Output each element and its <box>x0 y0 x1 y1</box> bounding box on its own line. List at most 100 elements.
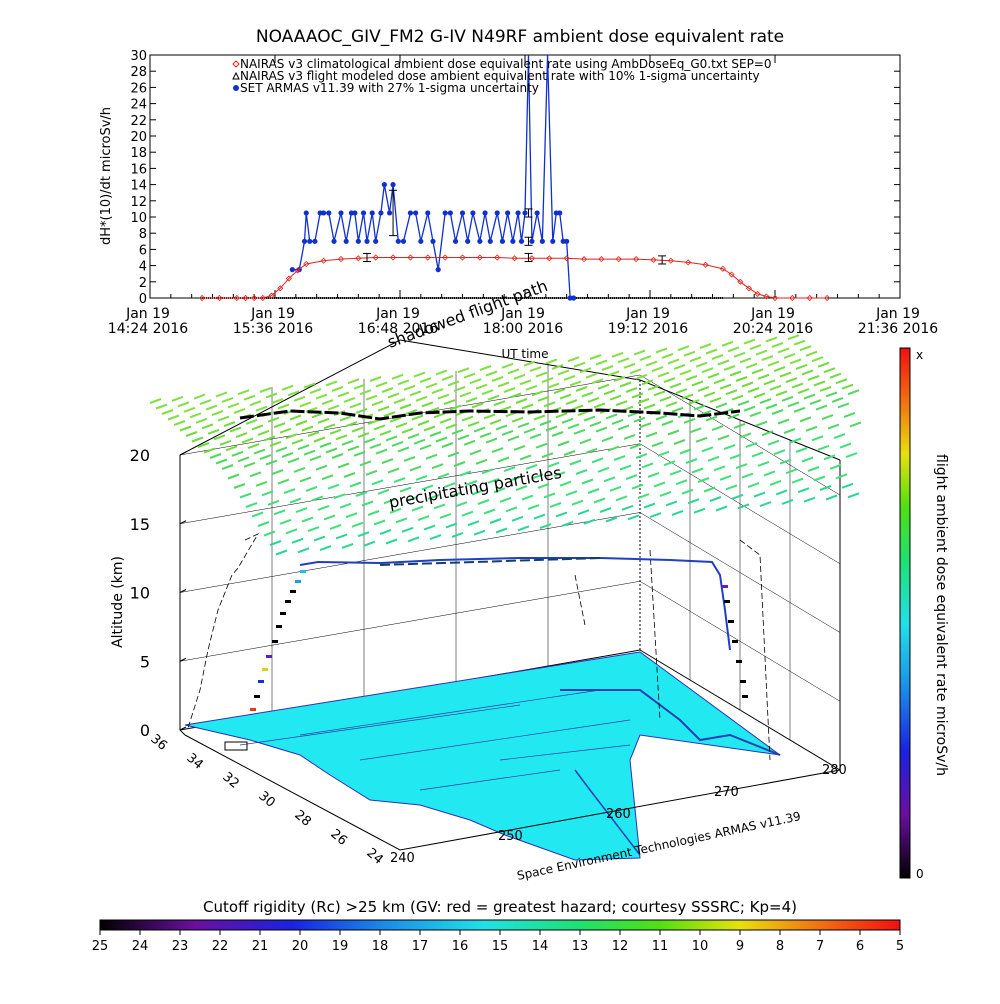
particle-arrow <box>809 399 822 406</box>
particle-arrow <box>615 400 628 407</box>
particle-arrow <box>259 387 272 393</box>
particle-arrow <box>263 435 276 442</box>
series-nairas-clim-point <box>806 294 813 302</box>
particle-arrow <box>717 434 730 441</box>
particle-arrow <box>419 377 432 384</box>
particle-arrow <box>709 396 722 403</box>
particle-arrow <box>805 425 818 432</box>
particle-arrow <box>747 482 760 489</box>
particle-arrow <box>345 512 358 519</box>
particle-arrow <box>297 547 310 554</box>
particle-arrow <box>565 399 578 406</box>
particle-arrow <box>611 418 624 425</box>
particle-arrow <box>669 469 682 476</box>
particle-arrow <box>389 416 402 423</box>
series-armas-point <box>418 238 424 244</box>
y-tick-label: 22 <box>130 114 147 129</box>
series-armas-point <box>564 238 570 244</box>
particle-arrow <box>339 502 352 509</box>
rigidity-tick-label: 12 <box>612 939 629 954</box>
particle-arrow <box>313 436 326 443</box>
particle-arrow <box>415 474 428 481</box>
particle-arrow <box>183 406 196 413</box>
particle-arrow <box>349 481 362 488</box>
particle-arrow <box>513 373 526 380</box>
particle-arrow <box>463 372 476 379</box>
particle-arrow <box>545 425 558 432</box>
particle-arrow <box>329 523 342 530</box>
particle-arrow <box>823 454 836 461</box>
particle-arrow <box>541 377 554 384</box>
particle-arrow <box>671 406 684 413</box>
particle-arrow <box>605 413 618 420</box>
y-tick-label: 20 <box>130 130 147 145</box>
particle-arrow <box>631 392 644 399</box>
particle-arrow <box>829 372 842 379</box>
particle-arrow <box>171 395 184 402</box>
particle-arrow <box>375 381 388 388</box>
particle-arrow <box>225 445 238 452</box>
particle-arrow <box>817 361 830 368</box>
particle-arrow <box>637 398 650 404</box>
particle-arrow <box>381 387 394 393</box>
particle-arrow <box>189 412 202 419</box>
series-armas-point <box>529 238 535 244</box>
particle-arrow <box>279 518 292 525</box>
particle-arrow <box>317 504 330 511</box>
particle-arrow <box>845 452 858 459</box>
particle-arrow <box>583 415 596 422</box>
particle-arrow <box>555 412 568 419</box>
particle-arrow <box>523 360 536 367</box>
series-armas-point <box>470 210 476 216</box>
particle-arrow <box>587 488 600 494</box>
series-nairas-clim-point <box>442 254 449 261</box>
series-nairas-clim-point <box>598 256 605 263</box>
particle-arrow <box>741 381 754 388</box>
particle-arrow <box>349 402 362 409</box>
particle-arrow <box>745 362 758 369</box>
particle-arrow <box>733 351 746 358</box>
particle-arrow <box>697 385 710 392</box>
particle-arrow <box>691 380 704 387</box>
particle-arrow <box>547 382 560 389</box>
particle-arrow <box>643 502 656 509</box>
particle-arrow <box>413 371 426 378</box>
particle-arrow <box>277 478 290 485</box>
particle-arrow <box>615 495 628 502</box>
particle-arrow <box>263 530 276 537</box>
particle-arrow <box>757 373 770 380</box>
particle-arrow <box>655 414 668 421</box>
particle-arrow <box>753 491 766 498</box>
particle-arrow <box>289 497 302 504</box>
particle-arrow <box>697 477 710 483</box>
particle-arrow <box>195 417 208 424</box>
particle-arrow <box>797 487 810 494</box>
series-armas-point <box>477 238 483 244</box>
particle-arrow <box>613 455 626 462</box>
legend-marker <box>232 60 240 68</box>
particle-arrow <box>785 377 798 384</box>
particle-arrow <box>441 442 454 448</box>
particle-arrow <box>653 481 666 488</box>
particle-arrow <box>299 401 312 408</box>
series-nairas-clim-point <box>294 267 301 274</box>
particle-arrow <box>777 347 790 354</box>
particle-arrow <box>763 379 776 386</box>
particle-arrow <box>793 406 806 413</box>
particle-arrow <box>287 457 300 464</box>
particle-arrow <box>849 421 862 428</box>
particle-arrow <box>499 496 512 503</box>
x-tick-date: Jan 19 <box>625 306 670 322</box>
particle-arrow <box>503 387 516 393</box>
dose-marker <box>276 625 282 628</box>
series-nairas-clim-point <box>563 255 570 262</box>
dose-colorbar <box>899 347 911 879</box>
particle-arrow <box>267 499 280 506</box>
particle-arrow <box>513 444 526 451</box>
particle-arrow <box>293 466 306 473</box>
latitude-tick-label: 26 <box>327 827 349 849</box>
dose-marker <box>280 612 286 615</box>
particle-arrow <box>405 409 418 415</box>
particle-arrow <box>327 404 340 411</box>
series-nairas-clim-point <box>268 292 275 299</box>
